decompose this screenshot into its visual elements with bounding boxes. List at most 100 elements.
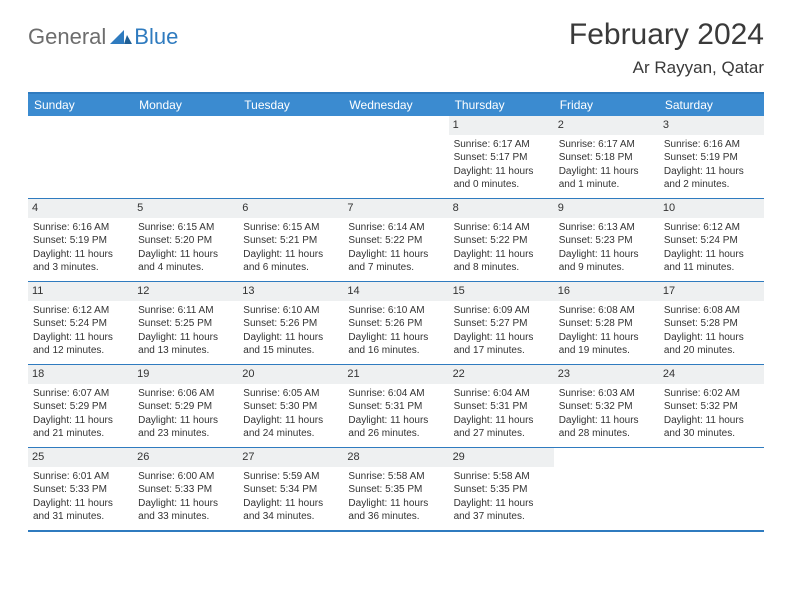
- sunset-line: Sunset: 5:21 PM: [243, 234, 338, 248]
- sunrise-line: Sunrise: 6:03 AM: [559, 387, 654, 401]
- sunset-line: Sunset: 5:29 PM: [138, 400, 233, 414]
- sunset-line: Sunset: 5:19 PM: [33, 234, 128, 248]
- sunset-line: Sunset: 5:24 PM: [33, 317, 128, 331]
- sunset-line: Sunset: 5:18 PM: [559, 151, 654, 165]
- sunrise-line: Sunrise: 6:06 AM: [138, 387, 233, 401]
- logo-mark-icon: [110, 26, 132, 49]
- sunset-line: Sunset: 5:22 PM: [348, 234, 443, 248]
- day-cell: 15Sunrise: 6:09 AMSunset: 5:27 PMDayligh…: [449, 282, 554, 364]
- sunset-line: Sunset: 5:32 PM: [664, 400, 759, 414]
- daylight-line: Daylight: 11 hours and 24 minutes.: [243, 414, 338, 441]
- location: Ar Rayyan, Qatar: [569, 58, 764, 78]
- sunset-line: Sunset: 5:26 PM: [243, 317, 338, 331]
- daylight-line: Daylight: 11 hours and 9 minutes.: [559, 248, 654, 275]
- day-number: 21: [343, 365, 448, 384]
- sunset-line: Sunset: 5:24 PM: [664, 234, 759, 248]
- sunrise-line: Sunrise: 5:58 AM: [348, 470, 443, 484]
- day-cell: 12Sunrise: 6:11 AMSunset: 5:25 PMDayligh…: [133, 282, 238, 364]
- day-number: 12: [133, 282, 238, 301]
- empty-cell: [659, 448, 764, 530]
- day-number: [554, 448, 659, 467]
- daylight-line: Daylight: 11 hours and 27 minutes.: [454, 414, 549, 441]
- daylight-line: Daylight: 11 hours and 26 minutes.: [348, 414, 443, 441]
- day-cell: 11Sunrise: 6:12 AMSunset: 5:24 PMDayligh…: [28, 282, 133, 364]
- day-number: 8: [449, 199, 554, 218]
- day-number: 15: [449, 282, 554, 301]
- day-cell: 2Sunrise: 6:17 AMSunset: 5:18 PMDaylight…: [554, 116, 659, 198]
- day-number: [238, 116, 343, 135]
- day-number: 4: [28, 199, 133, 218]
- day-cell: 5Sunrise: 6:15 AMSunset: 5:20 PMDaylight…: [133, 199, 238, 281]
- day-cell: 21Sunrise: 6:04 AMSunset: 5:31 PMDayligh…: [343, 365, 448, 447]
- sunset-line: Sunset: 5:26 PM: [348, 317, 443, 331]
- sunrise-line: Sunrise: 6:17 AM: [454, 138, 549, 152]
- sunset-line: Sunset: 5:25 PM: [138, 317, 233, 331]
- sunrise-line: Sunrise: 6:15 AM: [243, 221, 338, 235]
- day-number: [28, 116, 133, 135]
- daylight-line: Daylight: 11 hours and 36 minutes.: [348, 497, 443, 524]
- day-cell: 28Sunrise: 5:58 AMSunset: 5:35 PMDayligh…: [343, 448, 448, 530]
- daylight-line: Daylight: 11 hours and 21 minutes.: [33, 414, 128, 441]
- calendar-row: 1Sunrise: 6:17 AMSunset: 5:17 PMDaylight…: [28, 116, 764, 198]
- sunrise-line: Sunrise: 6:14 AM: [454, 221, 549, 235]
- logo-text-general: General: [28, 24, 106, 50]
- empty-cell: [133, 116, 238, 198]
- day-cell: 27Sunrise: 5:59 AMSunset: 5:34 PMDayligh…: [238, 448, 343, 530]
- logo-text-blue: Blue: [134, 24, 178, 50]
- daylight-line: Daylight: 11 hours and 3 minutes.: [33, 248, 128, 275]
- sunrise-line: Sunrise: 6:07 AM: [33, 387, 128, 401]
- weekday-header: Wednesday: [343, 94, 448, 116]
- day-cell: 20Sunrise: 6:05 AMSunset: 5:30 PMDayligh…: [238, 365, 343, 447]
- header: General Blue February 2024 Ar Rayyan, Qa…: [28, 18, 764, 78]
- sunrise-line: Sunrise: 6:04 AM: [454, 387, 549, 401]
- day-cell: 10Sunrise: 6:12 AMSunset: 5:24 PMDayligh…: [659, 199, 764, 281]
- sunset-line: Sunset: 5:19 PM: [664, 151, 759, 165]
- day-number: 13: [238, 282, 343, 301]
- day-number: 14: [343, 282, 448, 301]
- sunset-line: Sunset: 5:34 PM: [243, 483, 338, 497]
- calendar: SundayMondayTuesdayWednesdayThursdayFrid…: [28, 92, 764, 532]
- daylight-line: Daylight: 11 hours and 12 minutes.: [33, 331, 128, 358]
- daylight-line: Daylight: 11 hours and 23 minutes.: [138, 414, 233, 441]
- day-cell: 16Sunrise: 6:08 AMSunset: 5:28 PMDayligh…: [554, 282, 659, 364]
- sunrise-line: Sunrise: 6:11 AM: [138, 304, 233, 318]
- daylight-line: Daylight: 11 hours and 19 minutes.: [559, 331, 654, 358]
- empty-cell: [554, 448, 659, 530]
- sunrise-line: Sunrise: 6:01 AM: [33, 470, 128, 484]
- sunset-line: Sunset: 5:30 PM: [243, 400, 338, 414]
- sunset-line: Sunset: 5:33 PM: [138, 483, 233, 497]
- sunrise-line: Sunrise: 5:58 AM: [454, 470, 549, 484]
- daylight-line: Daylight: 11 hours and 30 minutes.: [664, 414, 759, 441]
- calendar-body: 1Sunrise: 6:17 AMSunset: 5:17 PMDaylight…: [28, 116, 764, 530]
- weekday-header: Monday: [133, 94, 238, 116]
- empty-cell: [238, 116, 343, 198]
- day-cell: 14Sunrise: 6:10 AMSunset: 5:26 PMDayligh…: [343, 282, 448, 364]
- day-cell: 4 Sunrise: 6:16 AMSunset: 5:19 PMDaylight…: [28, 199, 133, 281]
- sunrise-line: Sunrise: 6:16 AM: [33, 221, 128, 235]
- weekday-header: Sunday: [28, 94, 133, 116]
- sunrise-line: Sunrise: 6:10 AM: [348, 304, 443, 318]
- day-cell: 9Sunrise: 6:13 AMSunset: 5:23 PMDaylight…: [554, 199, 659, 281]
- day-cell: 3Sunrise: 6:16 AMSunset: 5:19 PMDaylight…: [659, 116, 764, 198]
- sunset-line: Sunset: 5:27 PM: [454, 317, 549, 331]
- sunrise-line: Sunrise: 6:17 AM: [559, 138, 654, 152]
- daylight-line: Daylight: 11 hours and 2 minutes.: [664, 165, 759, 192]
- sunrise-line: Sunrise: 6:04 AM: [348, 387, 443, 401]
- daylight-line: Daylight: 11 hours and 8 minutes.: [454, 248, 549, 275]
- daylight-line: Daylight: 11 hours and 11 minutes.: [664, 248, 759, 275]
- sunset-line: Sunset: 5:22 PM: [454, 234, 549, 248]
- weekday-header-row: SundayMondayTuesdayWednesdayThursdayFrid…: [28, 94, 764, 116]
- daylight-line: Daylight: 11 hours and 34 minutes.: [243, 497, 338, 524]
- day-cell: 13Sunrise: 6:10 AMSunset: 5:26 PMDayligh…: [238, 282, 343, 364]
- daylight-line: Daylight: 11 hours and 0 minutes.: [454, 165, 549, 192]
- day-number: 23: [554, 365, 659, 384]
- day-cell: 23Sunrise: 6:03 AMSunset: 5:32 PMDayligh…: [554, 365, 659, 447]
- day-number: 17: [659, 282, 764, 301]
- sunrise-line: Sunrise: 6:12 AM: [33, 304, 128, 318]
- sunset-line: Sunset: 5:28 PM: [559, 317, 654, 331]
- day-number: 18: [28, 365, 133, 384]
- weekday-header: Thursday: [449, 94, 554, 116]
- daylight-line: Daylight: 11 hours and 15 minutes.: [243, 331, 338, 358]
- calendar-row: 11Sunrise: 6:12 AMSunset: 5:24 PMDayligh…: [28, 281, 764, 364]
- day-number: [659, 448, 764, 467]
